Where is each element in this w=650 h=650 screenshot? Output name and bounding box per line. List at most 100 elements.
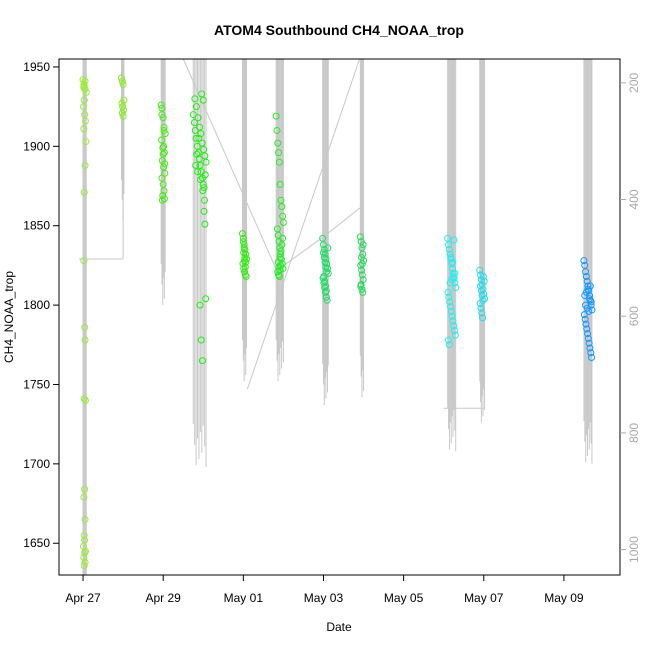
x-tick-label: May 09 (544, 591, 584, 605)
data-point (241, 268, 249, 276)
data-point (159, 150, 167, 158)
data-point (194, 168, 202, 176)
data-point (584, 282, 592, 290)
track-line (323, 206, 362, 238)
data-point (584, 330, 592, 338)
y-tick-label: 1900 (23, 139, 50, 153)
data-point (320, 273, 328, 281)
data-point (81, 515, 89, 523)
data-point (200, 207, 208, 215)
right-tick-label: 600 (627, 306, 641, 326)
data-point (586, 282, 594, 290)
y-tick-label: 1750 (23, 377, 50, 391)
data-point (480, 277, 488, 285)
right-tick-label: 200 (627, 72, 641, 92)
data-point (275, 263, 283, 271)
data-point (196, 161, 204, 169)
data-point (275, 158, 283, 166)
data-point (196, 123, 204, 131)
data-point (323, 265, 331, 273)
data-point (118, 74, 126, 82)
data-point (81, 85, 89, 93)
track-line (246, 58, 361, 390)
data-point (279, 219, 287, 227)
data-point (324, 244, 332, 252)
data-point (580, 257, 588, 265)
data-point (583, 325, 591, 333)
data-point (80, 257, 88, 265)
data-point (585, 339, 593, 347)
data-point (277, 250, 285, 258)
data-point (197, 336, 205, 344)
y-tick-label: 1650 (23, 536, 50, 550)
data-point (201, 220, 209, 228)
data-point (118, 77, 126, 85)
profile-lines (79, 58, 593, 575)
data-point (277, 261, 285, 269)
data-point (118, 99, 126, 107)
data-point (196, 301, 204, 309)
data-point (82, 138, 90, 146)
data-point (202, 295, 210, 303)
x-tick-label: May 03 (304, 591, 344, 605)
x-tick-label: Apr 29 (146, 591, 182, 605)
y-axis: 1650 1700 1750 1800 1850 1900 1950 (23, 60, 59, 550)
data-point (452, 284, 460, 292)
data-point (359, 241, 367, 249)
data-point (81, 336, 89, 344)
data-point (81, 485, 89, 493)
data-point (119, 112, 127, 120)
data-point (321, 282, 329, 290)
data-point (357, 261, 365, 269)
data-point (80, 395, 88, 403)
data-point (157, 101, 165, 109)
data-point (81, 396, 89, 404)
data-point (81, 558, 89, 566)
data-point (160, 123, 168, 131)
data-point (80, 561, 88, 569)
data-point (80, 188, 88, 196)
x-tick-label: May 07 (464, 591, 504, 605)
data-point (201, 171, 209, 179)
data-point (80, 82, 88, 90)
data-point (321, 250, 329, 258)
y-tick-label: 1850 (23, 219, 50, 233)
data-point (447, 253, 455, 261)
data-point (448, 312, 456, 320)
right-tick-label: 400 (627, 189, 641, 209)
data-point (450, 322, 458, 330)
data-point (79, 103, 87, 111)
data-point (158, 136, 166, 144)
data-point (322, 263, 330, 271)
data-point (478, 309, 486, 317)
data-point (242, 273, 250, 281)
data-point (320, 246, 328, 254)
data-point (80, 531, 88, 539)
data-point (276, 266, 284, 274)
data-point (81, 117, 89, 125)
data-point (358, 285, 366, 293)
data-point (193, 142, 201, 150)
data-point (200, 145, 208, 153)
data-point (242, 250, 250, 258)
data-point (584, 334, 592, 342)
data-point (445, 246, 453, 254)
data-point (158, 174, 166, 182)
data-point (272, 112, 280, 120)
data-point (446, 303, 454, 311)
data-point (321, 258, 329, 266)
data-point (118, 109, 126, 117)
data-point (583, 277, 591, 285)
data-point (322, 287, 330, 295)
data-point (444, 336, 452, 344)
data-point (323, 296, 331, 304)
data-point (240, 241, 248, 249)
data-point (81, 547, 89, 555)
data-point (80, 493, 88, 501)
data-point (240, 265, 248, 273)
data-point (279, 234, 287, 242)
data-point (192, 103, 200, 111)
secondary-y-axis: 200 400 600 800 1000 (620, 72, 641, 563)
data-point (451, 269, 459, 277)
y-tick-label: 1700 (23, 457, 50, 471)
